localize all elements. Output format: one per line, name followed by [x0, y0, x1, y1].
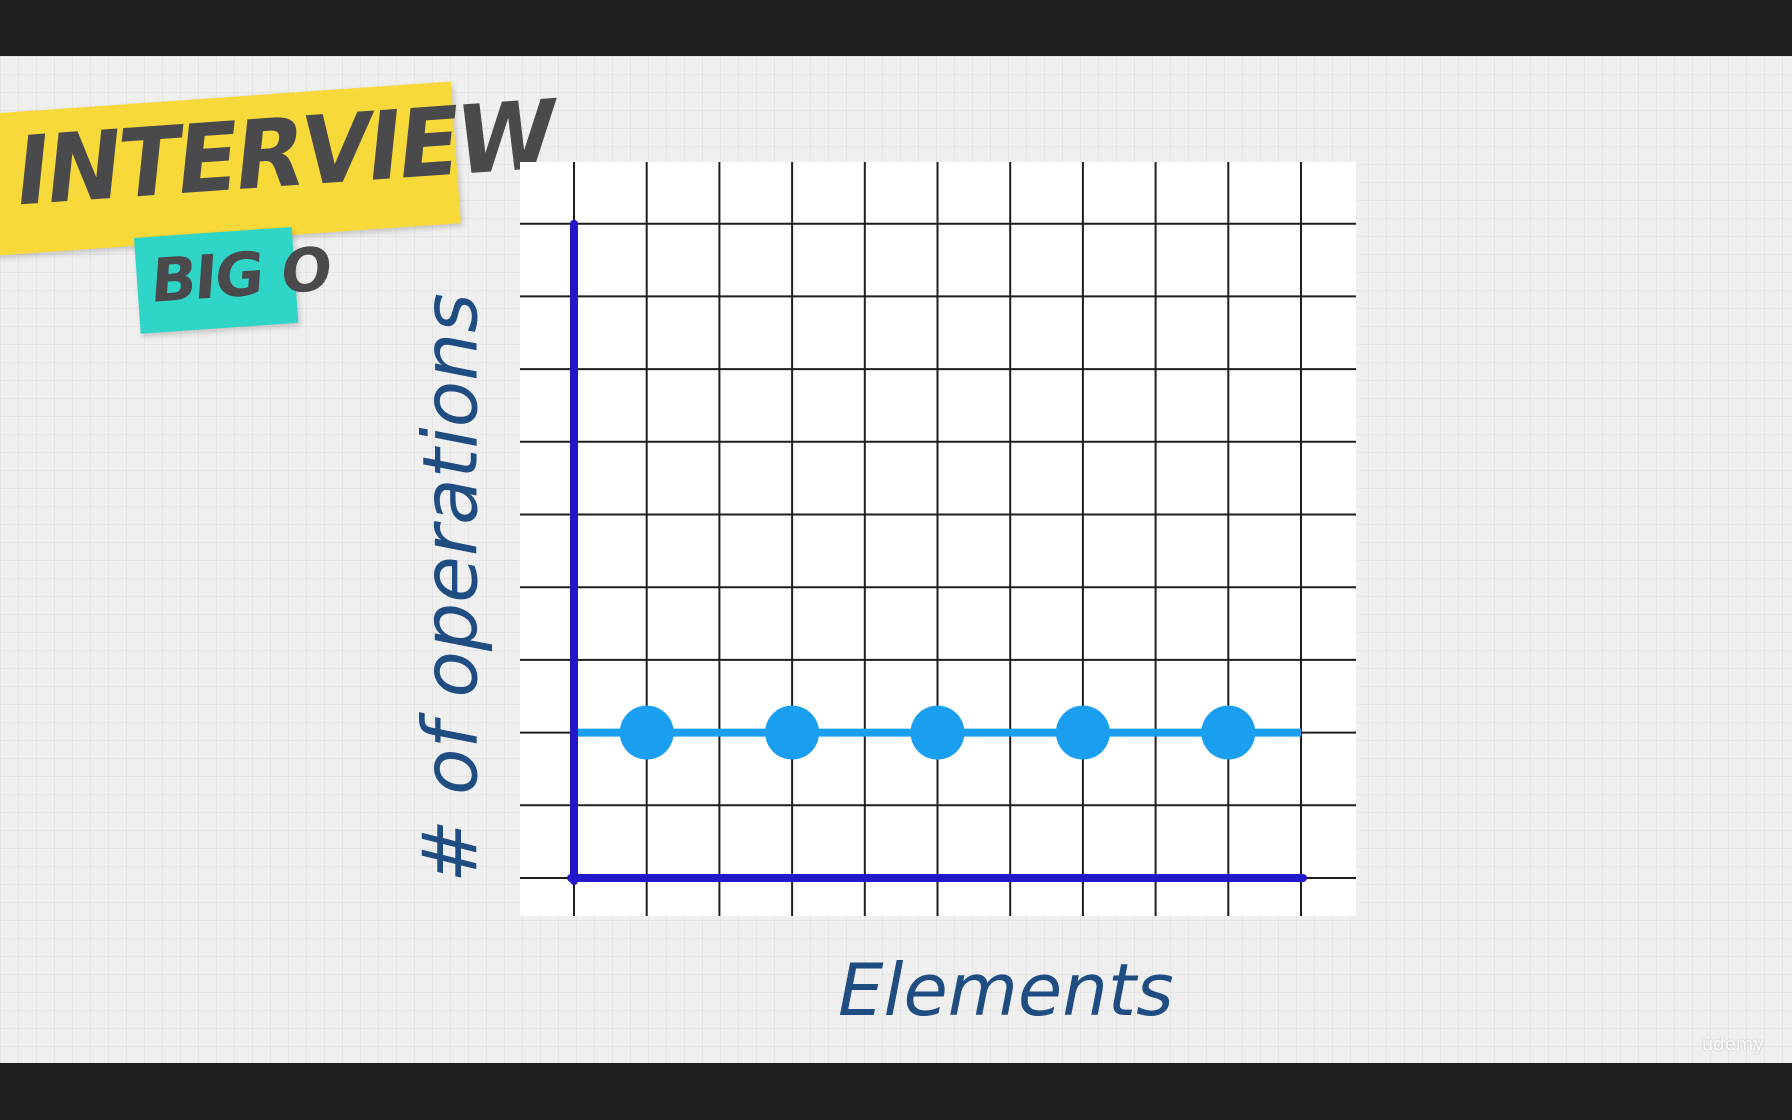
y-axis-label: # of operations [405, 293, 495, 883]
top-letterbox-bar [0, 0, 1792, 56]
bottom-letterbox-bar [0, 1063, 1792, 1120]
chart [520, 162, 1356, 916]
x-axis-label: Elements [838, 948, 1174, 1032]
udemy-watermark: ûdemy [1701, 1034, 1764, 1055]
data-point [765, 705, 820, 760]
data-point [1201, 705, 1256, 760]
data-point [910, 705, 965, 760]
slide: INTERVIEW BIG O # of operations Elements… [0, 56, 1792, 1063]
data-point [1055, 705, 1110, 760]
data-point [619, 705, 674, 760]
